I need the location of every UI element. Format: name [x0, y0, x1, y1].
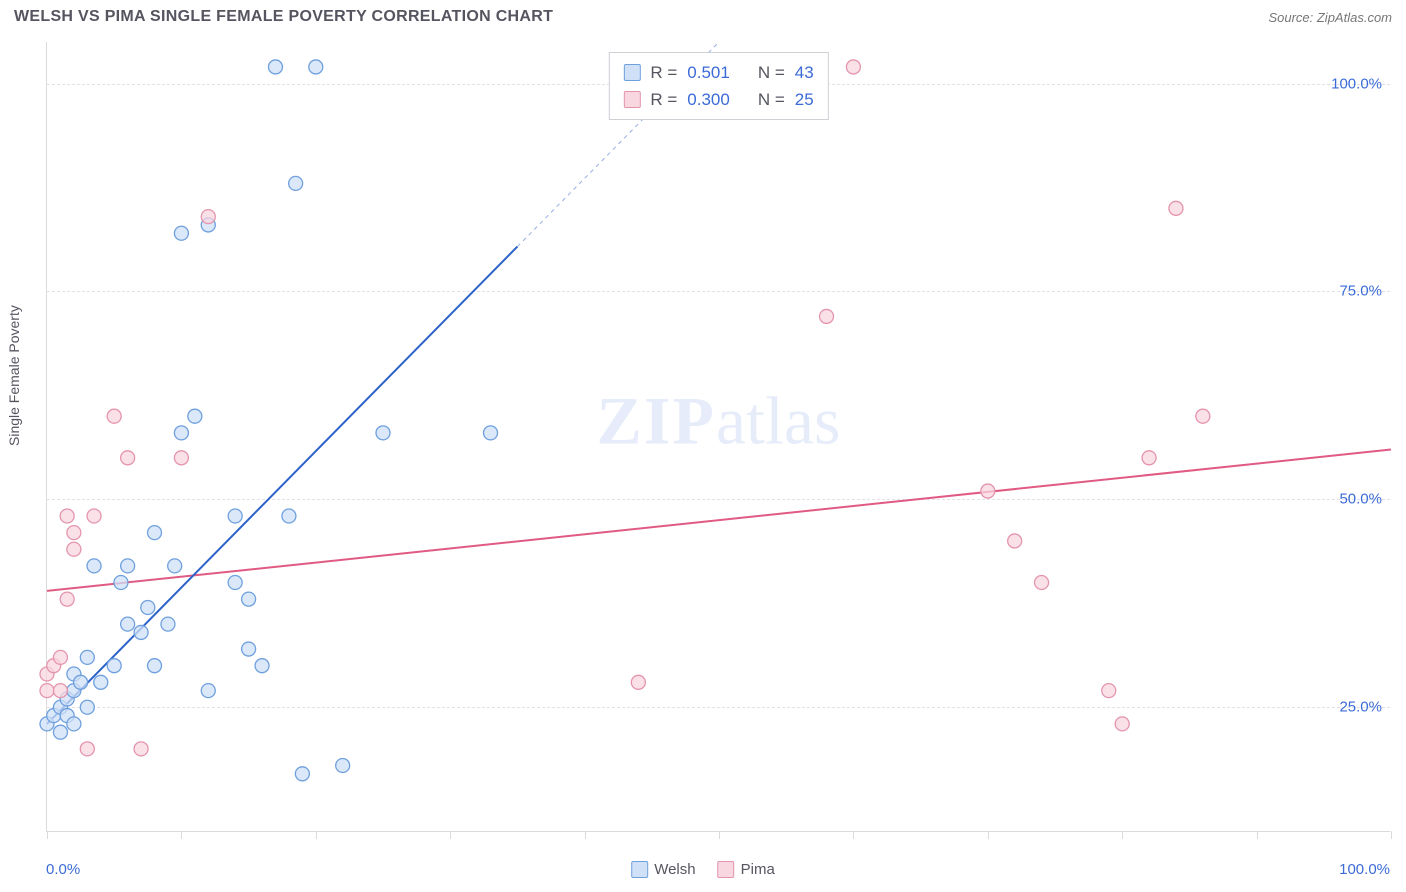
- pima-point: [1008, 534, 1022, 548]
- legend-item-pima: Pima: [718, 861, 775, 878]
- welsh-point: [121, 559, 135, 573]
- x-tick: [988, 831, 989, 839]
- welsh-point: [161, 617, 175, 631]
- welsh-point: [309, 60, 323, 74]
- x-tick: [181, 831, 182, 839]
- welsh-point: [201, 684, 215, 698]
- welsh-point: [67, 717, 81, 731]
- pima-point: [1035, 576, 1049, 590]
- pima-point: [174, 451, 188, 465]
- stats-row-pima: R = 0.300 N = 25: [623, 86, 813, 113]
- welsh-point: [107, 659, 121, 673]
- pima-point: [201, 210, 215, 224]
- welsh-point: [242, 592, 256, 606]
- welsh-point: [148, 526, 162, 540]
- pima-point: [981, 484, 995, 498]
- x-tick: [1391, 831, 1392, 839]
- welsh-regression-line: [47, 247, 517, 724]
- welsh-point: [282, 509, 296, 523]
- pima-point: [846, 60, 860, 74]
- welsh-point: [295, 767, 309, 781]
- plot-area: 25.0%50.0%75.0%100.0% ZIPatlas R =0.501N…: [46, 42, 1390, 832]
- welsh-point: [289, 176, 303, 190]
- welsh-point: [268, 60, 282, 74]
- pima-point: [1142, 451, 1156, 465]
- welsh-point: [80, 650, 94, 664]
- x-tick: [853, 831, 854, 839]
- x-tick: [450, 831, 451, 839]
- stats-legend: R = 0.501 N = 43 R = 0.300 N = 25: [608, 52, 828, 120]
- welsh-point: [148, 659, 162, 673]
- stat-r-label: R =: [650, 86, 677, 113]
- pima-point: [1196, 409, 1210, 423]
- stat-r-label: R =: [650, 59, 677, 86]
- pima-point: [87, 509, 101, 523]
- x-tick: [47, 831, 48, 839]
- pima-point: [1115, 717, 1129, 731]
- legend-item-welsh: Welsh: [631, 861, 695, 878]
- pima-point: [121, 451, 135, 465]
- welsh-point: [134, 625, 148, 639]
- chart-title: WELSH VS PIMA SINGLE FEMALE POVERTY CORR…: [14, 8, 553, 26]
- welsh-point: [168, 559, 182, 573]
- x-tick: [1257, 831, 1258, 839]
- x-min-label: 0.0%: [46, 861, 80, 878]
- x-tick: [719, 831, 720, 839]
- y-axis-label: Single Female Poverty: [6, 305, 22, 446]
- pima-point: [60, 592, 74, 606]
- series-legend: Welsh Pima: [631, 861, 775, 878]
- welsh-point: [228, 576, 242, 590]
- pima-point: [820, 309, 834, 323]
- welsh-point: [114, 576, 128, 590]
- welsh-point: [53, 725, 67, 739]
- pima-point: [107, 409, 121, 423]
- welsh-legend-label: Welsh: [654, 861, 695, 878]
- welsh-swatch: [623, 64, 640, 81]
- pima-point: [1102, 684, 1116, 698]
- pima-point: [53, 650, 67, 664]
- pima-legend-swatch: [718, 861, 735, 878]
- welsh-point: [255, 659, 269, 673]
- pima-point: [67, 542, 81, 556]
- chart-source: Source: ZipAtlas.com: [1268, 10, 1392, 25]
- x-tick: [585, 831, 586, 839]
- welsh-point: [94, 675, 108, 689]
- pima-point: [80, 742, 94, 756]
- welsh-legend-swatch: [631, 861, 648, 878]
- stat-n-label: N =: [758, 59, 785, 86]
- x-max-label: 100.0%: [1339, 861, 1390, 878]
- stats-row-welsh: R = 0.501 N = 43: [623, 59, 813, 86]
- welsh-point: [87, 559, 101, 573]
- welsh-point: [121, 617, 135, 631]
- stat-n-label: N =: [758, 86, 785, 113]
- pima-point: [631, 675, 645, 689]
- scatter-plot: [47, 42, 1390, 831]
- welsh-point: [74, 675, 88, 689]
- pima-point: [53, 684, 67, 698]
- pima-point: [40, 684, 54, 698]
- stat-r-value: 0.501: [687, 59, 730, 86]
- x-tick: [316, 831, 317, 839]
- welsh-point: [80, 700, 94, 714]
- welsh-point: [174, 226, 188, 240]
- welsh-point: [188, 409, 202, 423]
- welsh-point: [336, 758, 350, 772]
- pima-point: [67, 526, 81, 540]
- pima-point: [60, 509, 74, 523]
- welsh-point: [484, 426, 498, 440]
- stat-r-value: 0.300: [687, 86, 730, 113]
- pima-swatch: [623, 91, 640, 108]
- pima-point: [1169, 201, 1183, 215]
- pima-point: [134, 742, 148, 756]
- welsh-point: [174, 426, 188, 440]
- x-tick: [1122, 831, 1123, 839]
- pima-legend-label: Pima: [741, 861, 775, 878]
- welsh-point: [242, 642, 256, 656]
- stat-n-value: 25: [795, 86, 814, 113]
- welsh-point: [376, 426, 390, 440]
- welsh-point: [141, 600, 155, 614]
- stat-n-value: 43: [795, 59, 814, 86]
- welsh-point: [228, 509, 242, 523]
